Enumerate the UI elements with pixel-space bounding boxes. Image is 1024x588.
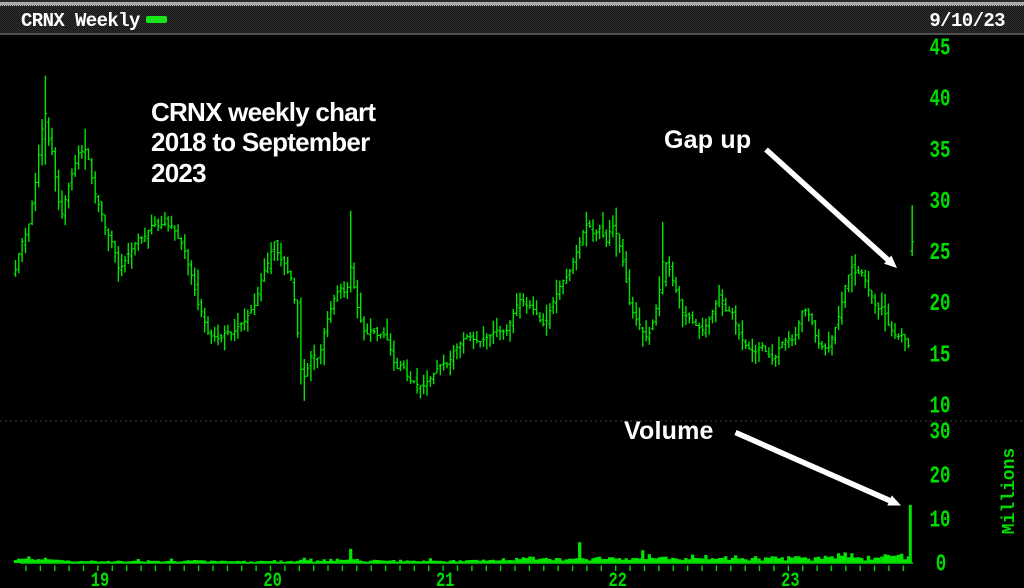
svg-text:30: 30 [930, 189, 951, 216]
svg-text:Millions: Millions [1000, 448, 1020, 534]
svg-text:20: 20 [930, 464, 951, 491]
svg-text:20: 20 [930, 291, 951, 318]
svg-text:10: 10 [930, 508, 951, 535]
svg-text:45: 45 [930, 36, 951, 63]
svg-text:30: 30 [930, 420, 951, 447]
svg-text:20: 20 [263, 570, 282, 588]
svg-text:22: 22 [609, 570, 628, 588]
svg-text:19: 19 [91, 570, 110, 588]
svg-text:40: 40 [930, 87, 951, 114]
svg-text:35: 35 [930, 138, 951, 165]
svg-text:15: 15 [930, 342, 951, 369]
svg-text:0: 0 [936, 552, 947, 579]
svg-text:23: 23 [781, 570, 800, 588]
svg-text:25: 25 [930, 240, 951, 267]
svg-text:21: 21 [436, 570, 455, 588]
svg-text:10: 10 [930, 394, 951, 421]
